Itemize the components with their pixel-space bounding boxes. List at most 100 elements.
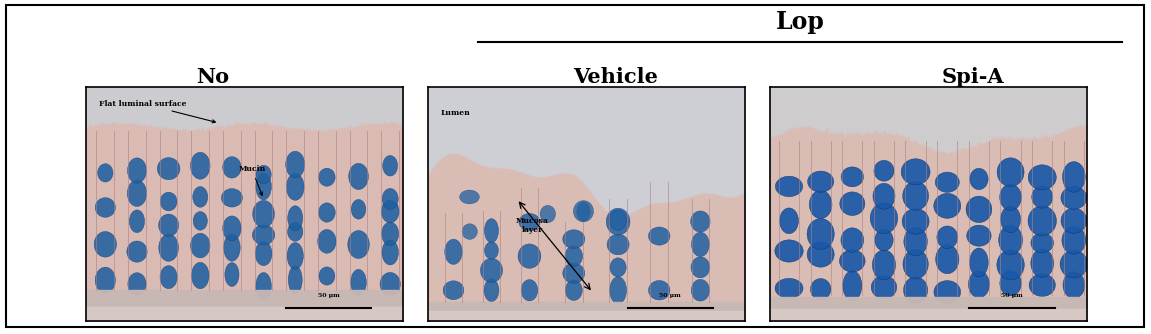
Text: Mucin: Mucin (238, 165, 266, 195)
Ellipse shape (1028, 206, 1057, 236)
Ellipse shape (904, 249, 928, 279)
Ellipse shape (288, 222, 303, 241)
Ellipse shape (776, 176, 802, 197)
Ellipse shape (779, 208, 799, 234)
Ellipse shape (383, 156, 397, 176)
Ellipse shape (485, 279, 498, 302)
Ellipse shape (1064, 272, 1084, 299)
Ellipse shape (904, 227, 928, 256)
Ellipse shape (519, 213, 540, 231)
Ellipse shape (521, 280, 538, 301)
Ellipse shape (997, 158, 1024, 187)
Ellipse shape (480, 258, 503, 283)
Ellipse shape (351, 199, 366, 219)
Ellipse shape (565, 280, 582, 301)
Ellipse shape (160, 192, 177, 211)
Ellipse shape (252, 225, 275, 245)
Ellipse shape (287, 174, 304, 200)
Ellipse shape (256, 241, 272, 266)
Ellipse shape (807, 218, 834, 249)
Ellipse shape (287, 242, 304, 269)
Ellipse shape (967, 225, 991, 246)
Ellipse shape (443, 281, 464, 300)
Ellipse shape (221, 189, 243, 207)
Text: Lop: Lop (776, 10, 824, 34)
Ellipse shape (191, 262, 209, 289)
Ellipse shape (462, 224, 478, 239)
Ellipse shape (691, 211, 710, 232)
Ellipse shape (1029, 274, 1055, 297)
Ellipse shape (540, 205, 556, 223)
Ellipse shape (565, 246, 582, 267)
Ellipse shape (129, 210, 145, 232)
Ellipse shape (966, 196, 992, 222)
Ellipse shape (96, 267, 115, 293)
Ellipse shape (1062, 226, 1085, 254)
Ellipse shape (872, 250, 895, 280)
Ellipse shape (692, 232, 709, 257)
Ellipse shape (256, 173, 272, 200)
Ellipse shape (285, 151, 305, 178)
Text: 50 μm: 50 μm (660, 294, 681, 299)
Ellipse shape (775, 278, 803, 298)
Ellipse shape (875, 229, 893, 251)
Ellipse shape (808, 171, 833, 192)
Ellipse shape (193, 211, 207, 230)
Ellipse shape (997, 250, 1024, 280)
Ellipse shape (380, 273, 401, 296)
Ellipse shape (1000, 184, 1021, 210)
Ellipse shape (902, 208, 929, 234)
Ellipse shape (968, 271, 990, 298)
Ellipse shape (1031, 233, 1053, 253)
Ellipse shape (224, 263, 239, 287)
Ellipse shape (936, 172, 959, 192)
Ellipse shape (382, 240, 398, 265)
Ellipse shape (94, 231, 116, 257)
Ellipse shape (128, 273, 146, 295)
Ellipse shape (459, 190, 479, 204)
Ellipse shape (288, 206, 303, 231)
Ellipse shape (933, 193, 961, 218)
Ellipse shape (1061, 186, 1087, 209)
Ellipse shape (256, 273, 272, 300)
Text: Lumen: Lumen (441, 109, 471, 117)
Ellipse shape (160, 266, 177, 289)
Ellipse shape (319, 267, 335, 285)
Ellipse shape (872, 183, 895, 209)
Ellipse shape (128, 158, 146, 183)
Ellipse shape (485, 219, 498, 243)
Ellipse shape (563, 263, 585, 283)
Ellipse shape (127, 241, 147, 262)
Ellipse shape (577, 202, 590, 221)
Ellipse shape (223, 234, 241, 261)
Ellipse shape (607, 208, 630, 235)
Ellipse shape (1031, 186, 1053, 208)
Ellipse shape (192, 187, 208, 207)
Ellipse shape (444, 239, 463, 265)
Ellipse shape (691, 257, 710, 278)
Ellipse shape (870, 203, 898, 233)
Text: No: No (197, 67, 229, 87)
Ellipse shape (901, 159, 930, 185)
Ellipse shape (970, 168, 988, 190)
Ellipse shape (563, 230, 585, 248)
Ellipse shape (98, 164, 113, 182)
Ellipse shape (222, 157, 242, 178)
Ellipse shape (1061, 208, 1087, 233)
Ellipse shape (841, 228, 863, 252)
Ellipse shape (969, 248, 989, 277)
Ellipse shape (936, 245, 959, 274)
Ellipse shape (159, 214, 178, 236)
Ellipse shape (253, 200, 274, 227)
Ellipse shape (648, 227, 670, 245)
Ellipse shape (1062, 162, 1085, 192)
Text: Flat luminal surface: Flat luminal surface (99, 100, 215, 123)
Ellipse shape (810, 279, 831, 300)
Text: 50 μm: 50 μm (318, 294, 340, 299)
Ellipse shape (937, 226, 958, 248)
Ellipse shape (1000, 206, 1021, 233)
Ellipse shape (319, 203, 335, 222)
Ellipse shape (518, 244, 541, 268)
Ellipse shape (223, 216, 241, 241)
Ellipse shape (841, 167, 863, 187)
